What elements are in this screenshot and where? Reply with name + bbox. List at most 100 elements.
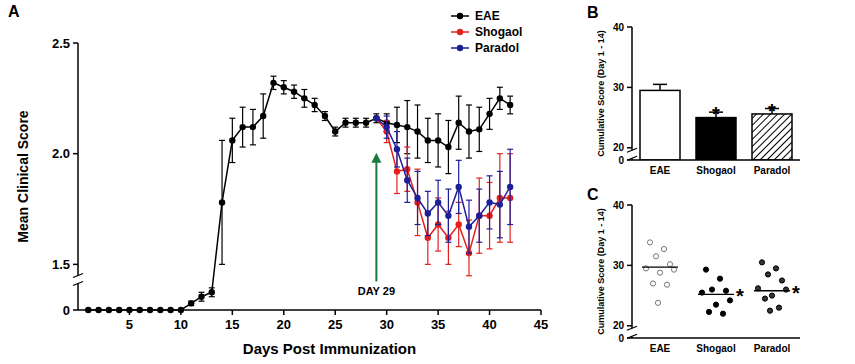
x-tick-label: 20 (277, 317, 291, 332)
annotation: DAY 29 (358, 285, 395, 297)
error-cap (270, 89, 276, 90)
point (342, 119, 348, 125)
y-axis: 0203040Cumulative Score (Day 1 - 14) (596, 22, 637, 166)
point (664, 282, 669, 287)
legend-label: EAE (475, 9, 500, 23)
point (425, 210, 431, 216)
point (507, 102, 513, 108)
point (147, 307, 153, 313)
point (497, 201, 503, 207)
error-cap (653, 84, 667, 86)
axis-break (627, 326, 637, 330)
point (466, 128, 472, 134)
error-cap (507, 149, 513, 150)
error-cap (332, 127, 338, 128)
series-paradol (373, 115, 513, 253)
point (373, 115, 379, 121)
point (647, 240, 652, 245)
y-tick (627, 159, 632, 161)
error-cap (487, 228, 493, 229)
point (198, 294, 204, 300)
point (765, 272, 770, 277)
point (713, 302, 718, 307)
x-tick-label: 25 (328, 317, 342, 332)
y-tick (73, 309, 78, 311)
error-cap (373, 113, 379, 114)
y-tick-label: 2.0 (52, 146, 70, 161)
y-tick (627, 87, 632, 89)
error-cap (260, 93, 266, 94)
error-cap (415, 224, 421, 225)
y-tick-label: 30 (613, 260, 625, 271)
y-tick (627, 325, 632, 327)
x-tick (437, 310, 439, 315)
error-cap (445, 264, 451, 265)
error-bar (659, 84, 661, 90)
legend-marker (457, 45, 463, 51)
error-cap (301, 89, 307, 90)
error-cap (425, 162, 431, 163)
error-cap (229, 118, 235, 119)
error-cap (394, 107, 400, 108)
error-cap (384, 113, 390, 114)
bar (640, 90, 680, 160)
point (178, 307, 184, 313)
error-cap (456, 246, 462, 247)
x-tick (334, 310, 336, 315)
y-tick-label: 0 (618, 155, 624, 166)
x-axis: 51015202530354045Days Post Immunization (78, 310, 548, 357)
error-cap (250, 109, 256, 110)
point (209, 289, 215, 295)
point (709, 287, 714, 292)
error-cap (198, 292, 204, 293)
error-cap (291, 84, 297, 85)
x-tick (489, 310, 491, 315)
point (486, 111, 492, 117)
error-cap (384, 142, 390, 143)
error-cap (209, 287, 215, 288)
y-axis: 0203040Cumulative Score (Day 1 - 14) (596, 200, 637, 344)
x-tick-label: 15 (225, 317, 239, 332)
error-cap (466, 253, 472, 254)
mean-line (642, 267, 678, 268)
point (486, 199, 492, 205)
error-cap (219, 140, 225, 141)
panel-label: A (8, 3, 20, 20)
panel-label: B (587, 4, 599, 21)
point (157, 307, 163, 313)
x-axis-label: Days Post Immunization (243, 340, 416, 357)
axis-break (73, 281, 83, 285)
error-cap (507, 242, 513, 243)
significance: * (792, 282, 800, 304)
error-cap (291, 98, 297, 99)
point (767, 308, 772, 313)
error-cap (466, 275, 472, 276)
x-tick-label: Paradol (754, 343, 791, 354)
error-cap (198, 301, 204, 302)
error-cap (497, 171, 503, 172)
significance: * (712, 103, 720, 125)
annotation-arrow (375, 162, 377, 282)
legend-marker (457, 29, 463, 35)
point (425, 235, 431, 241)
point (657, 270, 662, 275)
point (667, 262, 672, 267)
series-line (88, 83, 510, 310)
y-tick (627, 337, 632, 339)
x-tick (232, 310, 234, 315)
error-cap (363, 118, 369, 119)
y-axis-line (631, 205, 633, 328)
point (455, 184, 461, 190)
point (706, 309, 711, 314)
point (394, 146, 400, 152)
error-cap (425, 264, 431, 265)
error-cap (476, 107, 482, 108)
error-cap (209, 296, 215, 297)
point (455, 221, 461, 227)
y-axis-line (77, 283, 79, 310)
point (270, 80, 276, 86)
error-cap (445, 189, 451, 190)
error-cap (312, 98, 318, 99)
x-tick-label: 30 (379, 317, 393, 332)
error-cap (435, 180, 441, 181)
